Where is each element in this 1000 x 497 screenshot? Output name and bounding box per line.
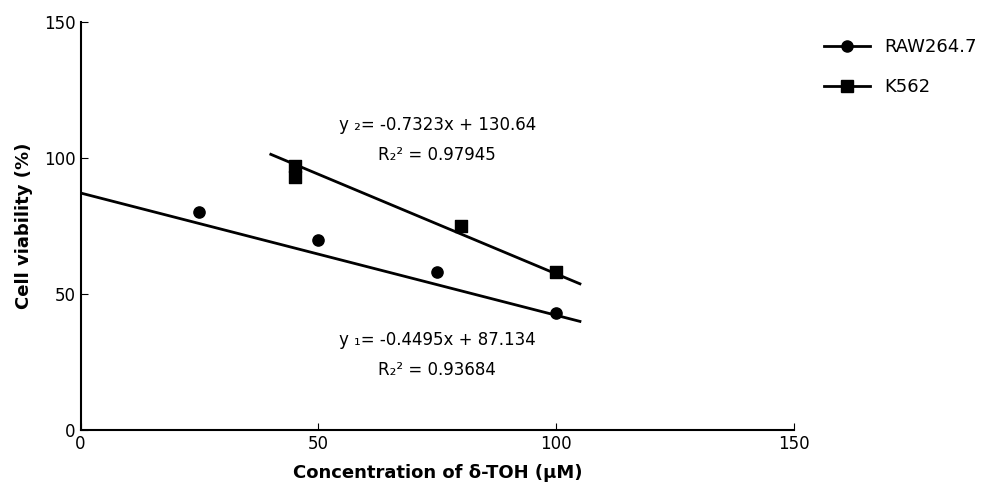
Point xyxy=(548,268,564,276)
Text: R₂² = 0.93684: R₂² = 0.93684 xyxy=(378,361,496,379)
Point xyxy=(191,208,207,216)
Text: y ₁= -0.4495x + 87.134: y ₁= -0.4495x + 87.134 xyxy=(339,331,536,349)
Point xyxy=(310,236,326,244)
Text: y ₂= -0.7323x + 130.64: y ₂= -0.7323x + 130.64 xyxy=(339,116,536,134)
Point xyxy=(453,222,469,230)
Legend: RAW264.7, K562: RAW264.7, K562 xyxy=(817,31,984,103)
Point xyxy=(429,268,445,276)
Point xyxy=(548,309,564,317)
X-axis label: Concentration of δ-TOH (μM): Concentration of δ-TOH (μM) xyxy=(293,464,582,482)
Y-axis label: Cell viability (%): Cell viability (%) xyxy=(15,143,33,309)
Point xyxy=(287,162,303,170)
Text: R₂² = 0.97945: R₂² = 0.97945 xyxy=(378,146,496,165)
Point xyxy=(287,173,303,181)
